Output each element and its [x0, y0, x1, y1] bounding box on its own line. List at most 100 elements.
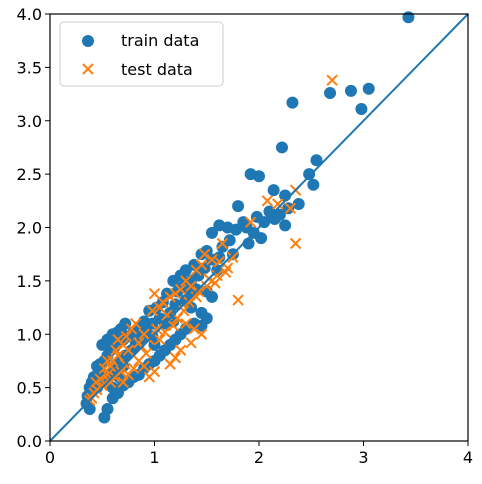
y-tick-label: 0.0	[17, 432, 42, 451]
test-point	[169, 287, 182, 300]
legend-box	[59, 21, 224, 87]
train-point	[96, 338, 109, 351]
test-point	[188, 323, 200, 335]
legend-train-label: train data	[121, 31, 199, 50]
test-point	[117, 376, 129, 388]
test-point	[104, 360, 117, 372]
test-point	[174, 344, 187, 356]
x-tick-label: 1	[149, 448, 159, 467]
reference-line-layer	[49, 13, 469, 442]
train-point	[143, 304, 156, 317]
axis-ticks: 0 1 2 3 4 0.0 0.5 1.0 1.5 2.0 2.5 3.0 3.5 4.0	[17, 5, 474, 467]
test-point	[164, 291, 176, 303]
test-point	[206, 253, 218, 266]
test-point	[195, 328, 208, 340]
train-point	[111, 326, 124, 339]
train-point	[355, 103, 368, 116]
test-point	[104, 376, 117, 388]
train-point	[213, 219, 226, 232]
test-point	[183, 296, 195, 308]
train-point	[83, 402, 96, 415]
train-point	[185, 301, 198, 314]
test-point	[209, 277, 221, 289]
test-point	[154, 333, 166, 346]
test-point	[190, 264, 203, 276]
test-point	[157, 296, 169, 308]
test-point	[227, 251, 239, 264]
test-point	[180, 317, 192, 330]
test-point	[112, 333, 124, 346]
x-tick-label: 4	[463, 448, 473, 467]
train-point	[310, 154, 323, 167]
test-point	[101, 355, 114, 367]
test-point	[146, 305, 159, 317]
test-point	[90, 376, 102, 388]
train-point	[292, 198, 305, 211]
legend-test-label: test data	[121, 60, 193, 79]
legend: train data test data	[59, 21, 224, 87]
train-point	[205, 226, 218, 239]
test-point	[198, 248, 211, 260]
test-point	[120, 330, 132, 343]
test-point	[110, 344, 122, 356]
train-point	[253, 170, 265, 183]
train-point	[275, 141, 288, 154]
train-point	[344, 84, 357, 97]
y-tick-label: 0.5	[17, 379, 42, 398]
test-point	[140, 347, 152, 360]
test-point	[185, 337, 197, 349]
train-point	[195, 248, 208, 261]
train-point	[282, 202, 295, 215]
y-tick-label: 3.5	[17, 58, 42, 77]
train-point	[273, 208, 286, 221]
test-point	[148, 287, 161, 300]
train-point	[303, 168, 316, 181]
train-point	[106, 381, 119, 394]
test-point	[127, 362, 140, 375]
test-point	[159, 326, 171, 338]
test-point	[216, 237, 229, 250]
train-point	[286, 96, 299, 109]
test-point	[143, 371, 155, 383]
test-point	[219, 266, 232, 279]
train-point	[362, 82, 375, 95]
test-point	[272, 198, 284, 210]
y-tick-label: 1.0	[17, 325, 42, 344]
x-tick-label: 3	[358, 448, 368, 467]
x-tick-label: 2	[254, 448, 264, 467]
test-point	[232, 294, 244, 306]
train-point	[230, 223, 243, 236]
test-point	[244, 216, 257, 228]
train-point	[267, 184, 280, 197]
legend-test-x	[82, 63, 94, 75]
train-point	[324, 86, 337, 99]
train-point	[216, 240, 229, 253]
train-point	[232, 200, 245, 213]
y-tick-label: 2.0	[17, 219, 42, 238]
train-point	[255, 232, 268, 245]
train-point	[307, 178, 320, 191]
y-tick-label: 2.5	[17, 165, 42, 184]
legend-test-marker	[82, 63, 94, 75]
y-tick-label: 4.0	[17, 5, 42, 24]
test-point	[180, 275, 192, 287]
test-point	[289, 237, 302, 250]
legend-train-marker	[82, 35, 94, 47]
train-point	[195, 319, 208, 332]
points-layer	[80, 11, 415, 424]
test-point	[164, 358, 176, 370]
test-point	[98, 362, 111, 375]
test-point	[261, 195, 274, 207]
test-point	[326, 74, 338, 86]
train-point	[402, 11, 415, 24]
test-point	[129, 317, 142, 330]
y-tick-label: 3.0	[17, 112, 42, 131]
test-point	[167, 320, 180, 332]
train-point	[101, 402, 114, 415]
test-point	[150, 323, 163, 335]
train-point	[279, 219, 292, 232]
x-tick-label: 0	[45, 448, 55, 467]
y-tick-label: 1.5	[17, 272, 42, 291]
train-point	[205, 290, 218, 303]
